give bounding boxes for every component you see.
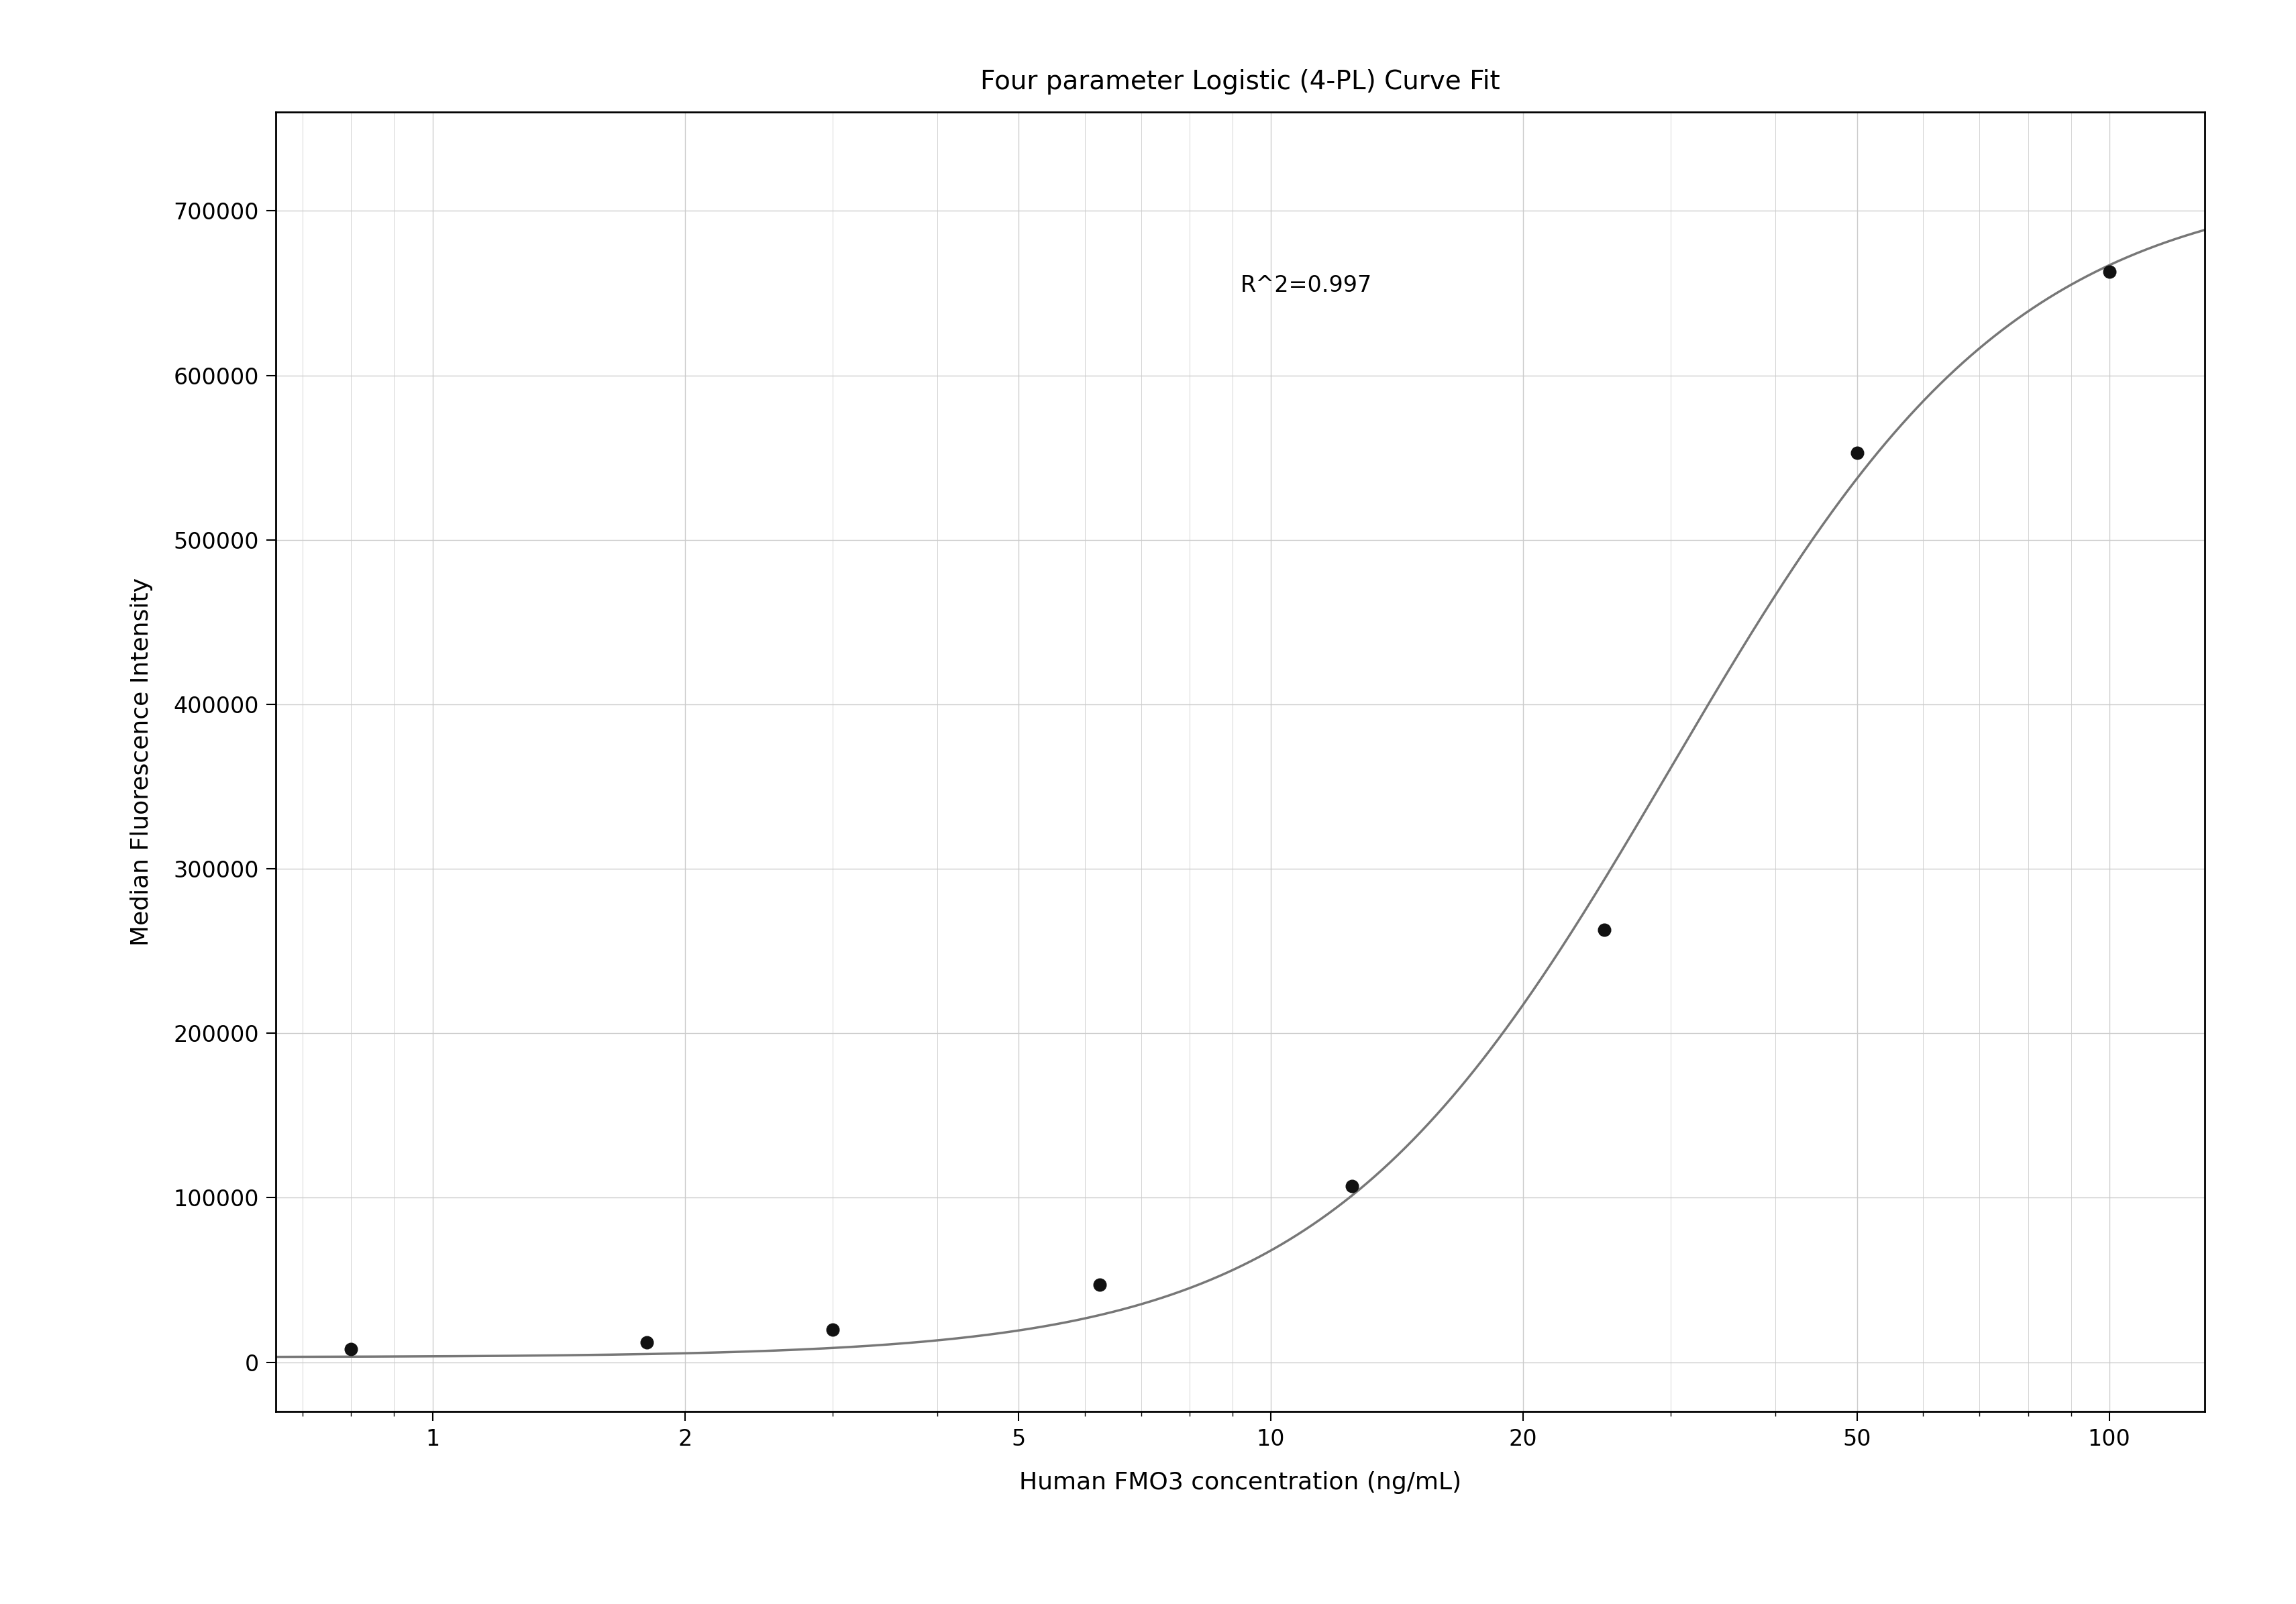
Point (1334, 1174, 1371, 1200)
Point (333, 1336, 370, 1362)
Text: R^2=0.997: R^2=0.997 (1240, 274, 1371, 297)
Point (1587, 917, 1623, 943)
Point (2089, 258, 2126, 284)
Point (1081, 1272, 1118, 1298)
X-axis label: Human FMO3 concentration (ng/mL): Human FMO3 concentration (ng/mL) (1019, 1471, 1460, 1493)
Title: Four parameter Logistic (4-PL) Curve Fit: Four parameter Logistic (4-PL) Curve Fit (980, 69, 1499, 95)
Point (627, 1330, 664, 1355)
Y-axis label: Median Fluorescence Intensity: Median Fluorescence Intensity (131, 577, 152, 946)
Point (813, 1317, 850, 1343)
Point (1839, 439, 1876, 465)
